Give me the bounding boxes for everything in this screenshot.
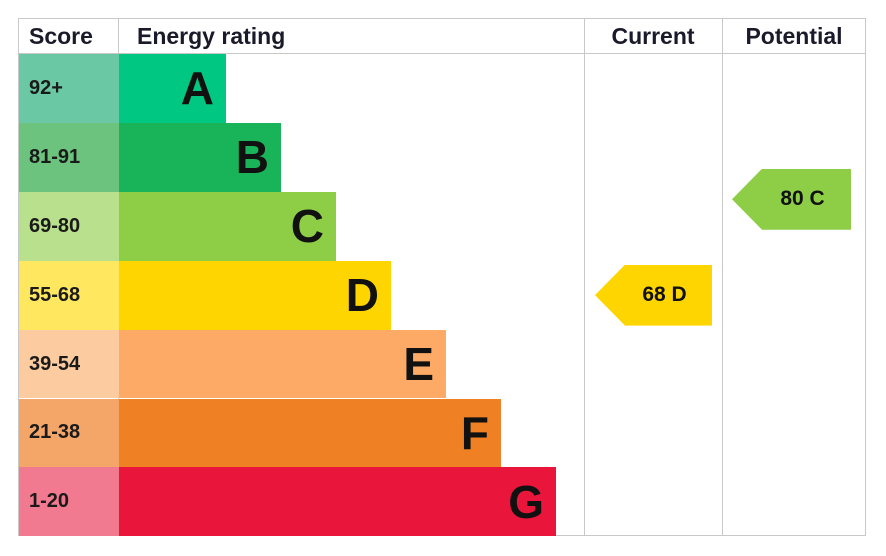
rating-bar-a: A <box>119 54 226 123</box>
score-cell-c: 69-80 <box>19 191 119 261</box>
potential-rating-arrow: 80 C <box>732 168 851 230</box>
rating-bar-g: G <box>119 467 556 537</box>
score-cell-b: 81-91 <box>19 122 119 192</box>
score-cell-f: 21-38 <box>19 398 119 468</box>
divider <box>584 19 585 535</box>
rating-bar-d: D <box>119 260 391 330</box>
rating-bar-b: B <box>119 122 281 192</box>
current-rating-arrow: 68 D <box>595 264 712 326</box>
header-current: Current <box>584 19 722 54</box>
header-score: Score <box>19 19 119 54</box>
rating-bar-f: F <box>119 398 501 468</box>
score-cell-e: 39-54 <box>19 329 119 399</box>
rating-bar-e: E <box>119 329 446 399</box>
energy-rating-chart: Score Energy rating Current Potential 92… <box>18 18 866 537</box>
score-cell-d: 55-68 <box>19 260 119 330</box>
header-potential: Potential <box>722 19 866 54</box>
divider <box>722 19 723 535</box>
score-cell-a: 92+ <box>19 54 119 123</box>
header-energy-rating: Energy rating <box>119 19 584 54</box>
rating-bar-c: C <box>119 191 336 261</box>
score-cell-g: 1-20 <box>19 467 119 537</box>
